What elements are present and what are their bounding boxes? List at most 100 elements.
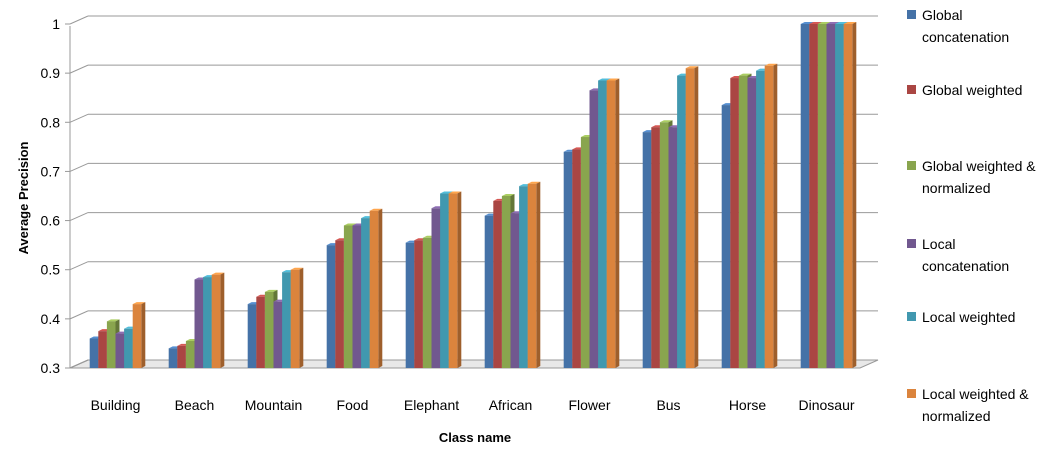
bar-front-face [721,105,731,368]
bar-front-face [642,132,652,368]
x-axis-title: Class name [439,430,511,445]
bar-front-face [256,296,265,368]
bar-front-face [405,242,415,368]
bar-front-face [747,78,757,369]
bar-front-face [730,78,739,369]
bar-top-face [343,223,357,226]
bar-side-face [299,267,304,368]
bar-front-face [115,333,125,368]
bar [132,302,146,368]
bar-front-face [510,213,520,368]
y-tick-label: 0.6 [41,213,61,229]
legend-label: Global concatenation [922,7,1010,45]
bar-front-face [448,193,458,368]
bar-front-face [484,215,494,368]
bar-front-face [369,210,379,368]
bar-top-face [764,63,778,66]
legend-label: Local weighted & normalized [922,386,1029,424]
y-tick-labels: 0.3 0.4 0.5 0.6 0.7 0.8 0.9 1 [41,16,61,376]
bar-front-face [493,200,502,368]
bar-front-face [677,75,686,368]
bar [369,208,383,368]
bar-front-face [211,274,221,368]
bar-front-face [247,304,257,368]
bar-top-face [264,289,278,292]
bar-front-face [527,183,537,368]
legend-item-local-weighted-normalized: Local weighted & normalized [907,383,1040,427]
bar-top-face [817,22,831,24]
gridline-diagonal [69,359,89,369]
x-tick-label: Building [91,397,141,413]
bar-front-face [203,277,212,368]
bar-front-face [124,328,133,368]
bar-front-face [343,225,353,368]
y-tick-label: 0.4 [41,311,61,327]
x-tick-label: Flower [568,397,610,413]
bar-top-face [211,272,225,275]
gridline-diagonal [69,310,89,320]
y-tick-label: 0.3 [41,360,61,376]
bar-front-face [185,340,195,368]
bar-side-face [141,302,146,368]
bar-top-face [800,22,814,24]
bar [448,191,462,368]
bar-front-face [756,70,765,368]
bar-front-face [800,24,810,368]
bar-front-face [264,291,274,368]
bar-front-face [685,68,695,368]
gridline-diagonal [69,113,89,123]
bar-side-face [457,191,462,368]
bar-front-face [809,24,818,368]
x-tick-label: Horse [729,397,767,413]
bar-front-face [273,301,283,368]
bar-top-face [448,191,462,194]
x-tick-label: Dinosaur [798,397,854,413]
bar-side-face [615,78,620,368]
gridline-diagonal [69,162,89,172]
bar-front-face [132,304,142,368]
legend-swatch [907,239,916,248]
y-tick-label: 1 [52,16,60,32]
bar-front-face [106,321,116,368]
bar-front-face [572,149,581,368]
bar-front-face [501,196,511,368]
bar-top-face [369,208,383,211]
bar [685,66,699,368]
legend-label: Global weighted [922,82,1023,98]
bar-front-face [589,90,599,368]
bar-top-face [659,120,673,123]
bar-side-face [694,66,699,368]
bar [764,63,778,369]
legend-swatch [907,312,916,321]
y-axis-title: Average Precision [16,141,31,254]
bar-top-face [290,267,304,270]
bar-front-face [606,80,616,368]
bar-front-face [598,80,607,368]
bar-front-face [738,75,748,368]
bar-front-face [422,237,432,368]
bar-front-face [651,127,660,368]
legend-swatch [907,161,916,170]
legend-label: Global weighted & normalized [922,158,1036,196]
bar-top-face [826,22,840,24]
bars [89,22,857,369]
gridline-diagonal [69,15,89,25]
bar-front-face [168,348,178,368]
bar-top-face [598,78,611,81]
bar [527,181,541,368]
legend-swatch [907,85,916,94]
legend-item-global-weighted: Global weighted [907,79,1040,101]
bar-side-face [852,22,857,368]
bar-front-face [431,208,441,368]
legend-item-local-concatenation: Local concatenation [907,233,1040,277]
y-tick-label: 0.5 [41,262,61,278]
bar-front-face [335,240,344,368]
bar-top-face [106,319,120,322]
legend-item-global-weighted-normalized: Global weighted & normalized [907,155,1040,199]
bar-top-face [843,22,857,24]
bar-front-face [282,272,291,368]
bar-top-face [738,73,752,76]
gridline-diagonal [69,212,89,222]
bar-front-face [194,279,204,368]
